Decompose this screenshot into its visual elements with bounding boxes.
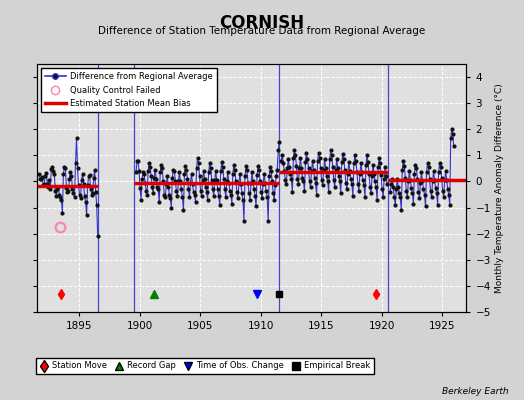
- Text: Berkeley Earth: Berkeley Earth: [442, 387, 508, 396]
- Legend: Difference from Regional Average, Quality Control Failed, Estimated Station Mean: Difference from Regional Average, Qualit…: [41, 68, 217, 112]
- Text: Difference of Station Temperature Data from Regional Average: Difference of Station Temperature Data f…: [99, 26, 425, 36]
- Y-axis label: Monthly Temperature Anomaly Difference (°C): Monthly Temperature Anomaly Difference (…: [495, 83, 504, 293]
- Text: CORNISH: CORNISH: [220, 14, 304, 32]
- Legend: Station Move, Record Gap, Time of Obs. Change, Empirical Break: Station Move, Record Gap, Time of Obs. C…: [36, 358, 374, 374]
